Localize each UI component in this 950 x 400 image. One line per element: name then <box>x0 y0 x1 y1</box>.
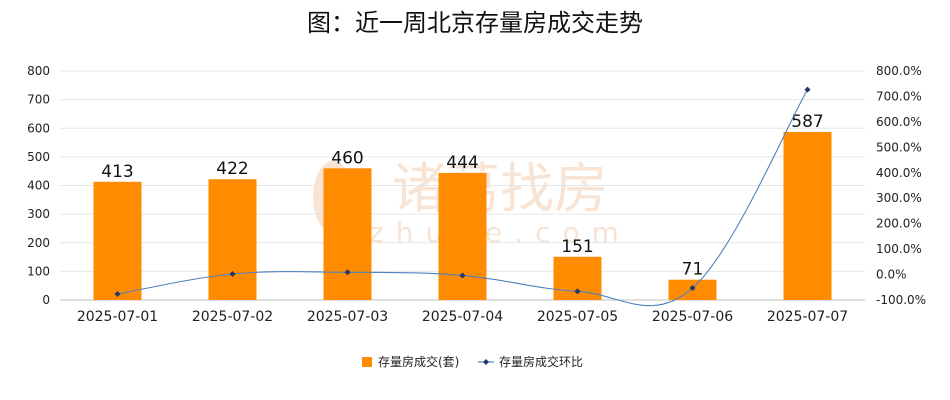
category-labels: 2025-07-01 2025-07-02 2025-07-03 2025-07-04… <box>77 309 848 325</box>
legend-line-label: 存量房成交环比 <box>499 354 583 369</box>
bar-value-label: 460 <box>331 148 363 168</box>
bar-value-label: 151 <box>561 237 593 257</box>
category-label: 2025-07-01 <box>77 309 158 325</box>
left-tick-label: 700 <box>27 93 50 107</box>
line-point <box>689 285 696 292</box>
category-label: 2025-07-04 <box>422 309 503 325</box>
left-tick-label: 200 <box>27 236 50 250</box>
bar-value-label: 71 <box>682 260 704 280</box>
right-tick-label: 400.0% <box>876 166 922 180</box>
right-tick-label: 800.0% <box>876 64 922 78</box>
bar-value-label: 587 <box>791 112 823 132</box>
bar-value-label: 422 <box>216 159 248 179</box>
bar <box>93 181 142 300</box>
line-point <box>114 291 121 298</box>
category-label: 2025-07-06 <box>652 309 733 325</box>
chart-title: 图：近一周北京存量房成交走势 <box>307 9 643 37</box>
bar-value-label: 413 <box>101 162 133 182</box>
left-tick-label: 800 <box>27 64 50 78</box>
right-tick-label: 300.0% <box>876 191 922 205</box>
watermark: 诸葛找房 zhuge.com <box>313 157 631 249</box>
right-tick-label: 0.0% <box>876 268 907 282</box>
category-label: 2025-07-03 <box>307 309 388 325</box>
bar <box>438 172 487 300</box>
bar <box>208 179 257 300</box>
left-tick-label: 600 <box>27 121 50 135</box>
line-point <box>459 272 466 279</box>
line-point <box>229 270 236 277</box>
bar-value-label: 444 <box>446 153 478 173</box>
legend-bar-swatch <box>362 357 372 367</box>
watermark-subtext: zhuge.com <box>369 216 631 249</box>
right-axis-ticks: -100.0% 0.0% 100.0% 200.0% 300.0% 400.0% 500.0… <box>876 64 926 307</box>
left-tick-label: 300 <box>27 207 50 221</box>
bar <box>323 168 372 300</box>
right-tick-label: 500.0% <box>876 140 922 154</box>
category-label: 2025-07-07 <box>767 309 848 325</box>
line-series <box>114 86 811 307</box>
bar-data-labels: 413 422 460 444 151 71 587 <box>101 112 823 280</box>
left-tick-label: 400 <box>27 179 50 193</box>
legend-bar-label: 存量房成交(套) <box>378 354 459 369</box>
category-label: 2025-07-02 <box>192 309 273 325</box>
left-axis-ticks: 0 100 200 300 400 500 600 700 800 <box>27 64 50 307</box>
watermark-text: 诸葛找房 <box>392 157 608 220</box>
line-point <box>344 269 351 276</box>
line-point <box>804 86 811 93</box>
category-label: 2025-07-05 <box>537 309 618 325</box>
line-point <box>574 288 581 295</box>
bar <box>783 131 832 300</box>
left-tick-label: 100 <box>27 264 50 278</box>
right-tick-label: 700.0% <box>876 89 922 103</box>
legend: 存量房成交(套) 存量房成交环比 <box>362 354 583 369</box>
left-tick-label: 500 <box>27 150 50 164</box>
right-tick-label: 100.0% <box>876 242 922 256</box>
right-tick-label: 600.0% <box>876 115 922 129</box>
right-tick-label: -100.0% <box>876 293 926 307</box>
left-tick-label: 0 <box>42 293 50 307</box>
legend-line-marker-icon <box>483 359 489 365</box>
right-tick-label: 200.0% <box>876 217 922 231</box>
